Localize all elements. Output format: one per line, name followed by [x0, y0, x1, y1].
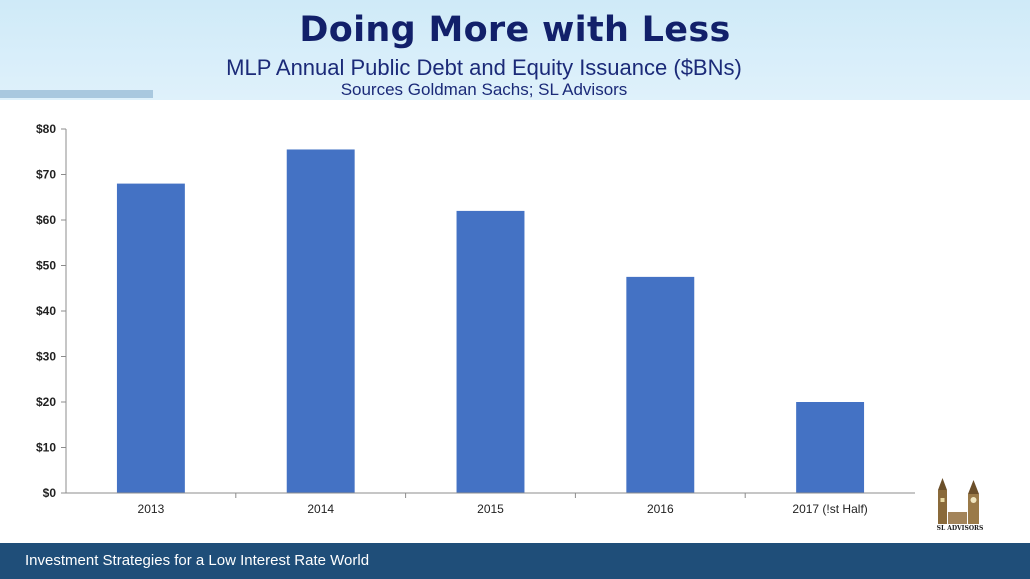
bar-2013: [116, 183, 185, 493]
page-title: Doing More with Less: [299, 10, 731, 50]
tower-icon: [938, 478, 979, 524]
y-tick-label: $60: [36, 213, 56, 227]
y-tick-label: $70: [36, 168, 56, 182]
y-tick-label: $20: [36, 395, 56, 409]
bar-2014: [286, 149, 355, 493]
header-accent-strip: [0, 90, 153, 98]
y-tick-label: $50: [36, 259, 56, 273]
y-tick-label: $30: [36, 350, 56, 364]
x-axis-ticks: 2013 2014 2015 2016 2017 (!st Half): [138, 493, 868, 516]
header-band: Doing More with Less MLP Annual Public D…: [0, 0, 1030, 100]
footer-bar: Investment Strategies for a Low Interest…: [0, 543, 1030, 579]
y-axis-ticks: $0 $10 $20 $30 $40 $50 $60 $70 $80: [36, 122, 66, 500]
x-tick-label: 2015: [477, 502, 504, 516]
bar-2017-st-half: [796, 402, 865, 493]
bar-2015: [456, 210, 525, 493]
bar-2016: [626, 276, 695, 493]
footer-text: Investment Strategies for a Low Interest…: [25, 552, 370, 569]
x-tick-label: 2013: [138, 502, 165, 516]
x-tick-label: 2014: [307, 502, 334, 516]
bars: [116, 149, 865, 493]
x-tick-label: 2016: [647, 502, 674, 516]
y-tick-label: $10: [36, 441, 56, 455]
logo-text: SL ADVISORS: [936, 525, 984, 532]
bar-chart: $0$10$20$30$40$50$60$70$80 2013 2014 2015 2…: [36, 122, 915, 516]
y-tick-label: $40: [36, 304, 56, 318]
sources-note: Sources Goldman Sachs; SL Advisors: [340, 80, 628, 99]
chart-subtitle: MLP Annual Public Debt and Equity Issuan…: [226, 55, 742, 80]
x-tick-label: 2017 (!st Half): [792, 502, 867, 516]
sl-advisors-logo: SL ADVISORS: [930, 476, 990, 536]
y-tick-label: $80: [36, 122, 56, 136]
y-tick-label: $0: [43, 486, 57, 500]
